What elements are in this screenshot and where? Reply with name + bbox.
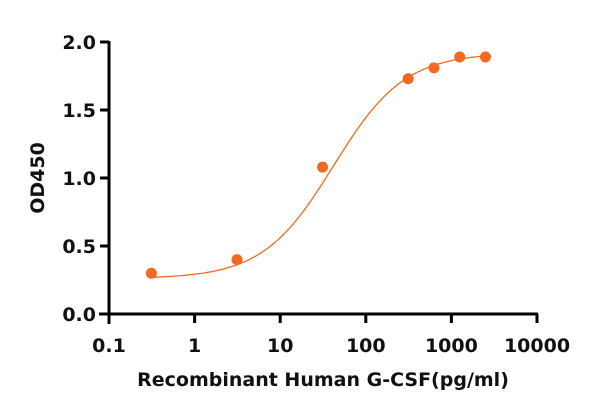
data-point [454, 51, 466, 63]
y-tick-label: 1.0 [62, 168, 96, 190]
x-tick-label: 1000 [425, 335, 478, 357]
x-tick-label: 1 [188, 335, 201, 357]
y-axis: 0.0 0.5 1.0 1.5 2.0 [62, 32, 111, 326]
x-tick-label: 100 [346, 335, 386, 357]
x-tick-label: 0.1 [92, 335, 126, 357]
x-axis-title: Recombinant Human G-CSF(pg/ml) [137, 369, 509, 391]
y-tick-label: 1.5 [62, 100, 96, 122]
data-point [402, 73, 414, 85]
x-tick-label: 10 [267, 335, 293, 357]
data-point [231, 254, 243, 266]
x-tick-label: 10000 [504, 335, 570, 357]
y-tick-label: 0.5 [62, 236, 96, 258]
data-point [479, 51, 491, 63]
y-axis-title: OD450 [27, 142, 49, 214]
data-point [145, 267, 157, 279]
data-points [145, 51, 491, 279]
data-point [317, 161, 329, 173]
y-tick-label: 0.0 [62, 304, 96, 326]
x-axis: 0.1 1 10 100 1000 10000 [92, 312, 570, 357]
y-tick-label: 2.0 [62, 32, 96, 54]
data-point [428, 62, 440, 74]
